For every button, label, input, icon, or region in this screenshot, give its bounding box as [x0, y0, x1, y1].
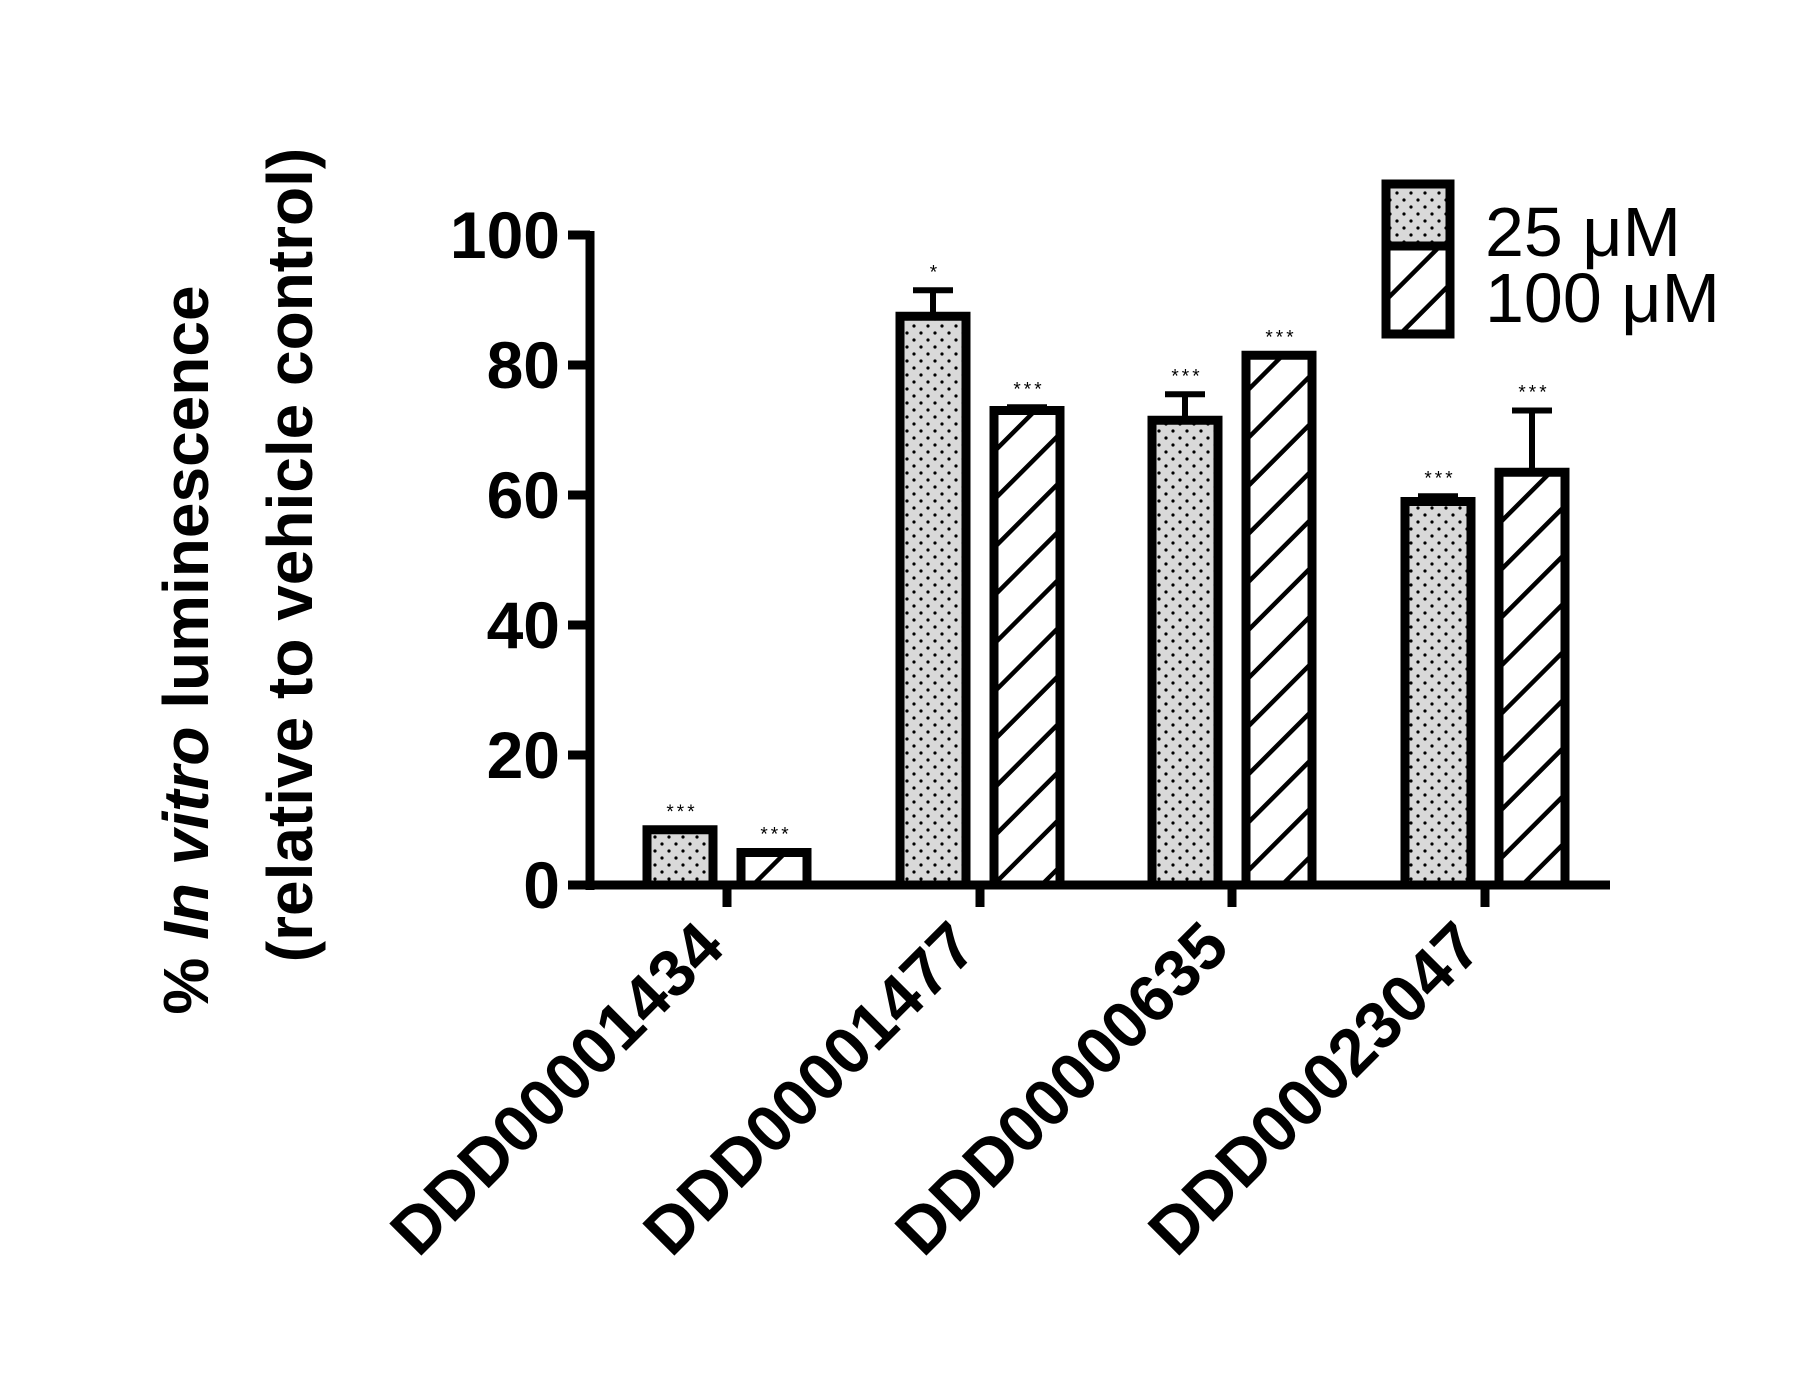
y-tick-label: 40	[487, 588, 560, 662]
bar	[895, 311, 971, 890]
significance-marker: ***	[1518, 383, 1549, 404]
significance-marker: ***	[1265, 327, 1296, 348]
legend-swatch-100um	[1381, 241, 1455, 339]
bars	[642, 287, 1570, 890]
y-tick-label: 60	[487, 458, 560, 532]
bar	[642, 825, 718, 890]
significance-marker: ***	[1424, 468, 1455, 489]
significance-marker: *	[930, 262, 940, 283]
significance-marker: ***	[1013, 379, 1044, 400]
bar	[1241, 350, 1317, 890]
bar	[1494, 467, 1570, 890]
legend-label-100um: 100 μM	[1485, 259, 1720, 337]
bar	[1400, 497, 1476, 890]
significance-marker: ***	[760, 825, 791, 846]
y-tick-label: 80	[487, 328, 560, 402]
legend-swatch-25um	[1381, 179, 1455, 251]
bar	[736, 848, 812, 890]
significance-marker: ***	[1171, 366, 1202, 387]
legend: 25 μM 100 μM	[1381, 179, 1720, 339]
y-axis-title-line2: (relative to vehicle control)	[254, 148, 326, 962]
bar	[989, 406, 1065, 890]
bar	[1147, 415, 1223, 890]
y-tick-label: 100	[450, 198, 560, 272]
y-axis-title-line1: % In vitro luminescence	[150, 285, 222, 1014]
y-tick-label: 20	[487, 718, 560, 792]
significance-marker: ***	[666, 802, 697, 823]
legend-label-25um: 25 μM	[1485, 193, 1681, 271]
y-tick-label: 0	[523, 848, 560, 922]
y-axis-title: % In vitro luminescence (relative to veh…	[150, 148, 326, 1015]
